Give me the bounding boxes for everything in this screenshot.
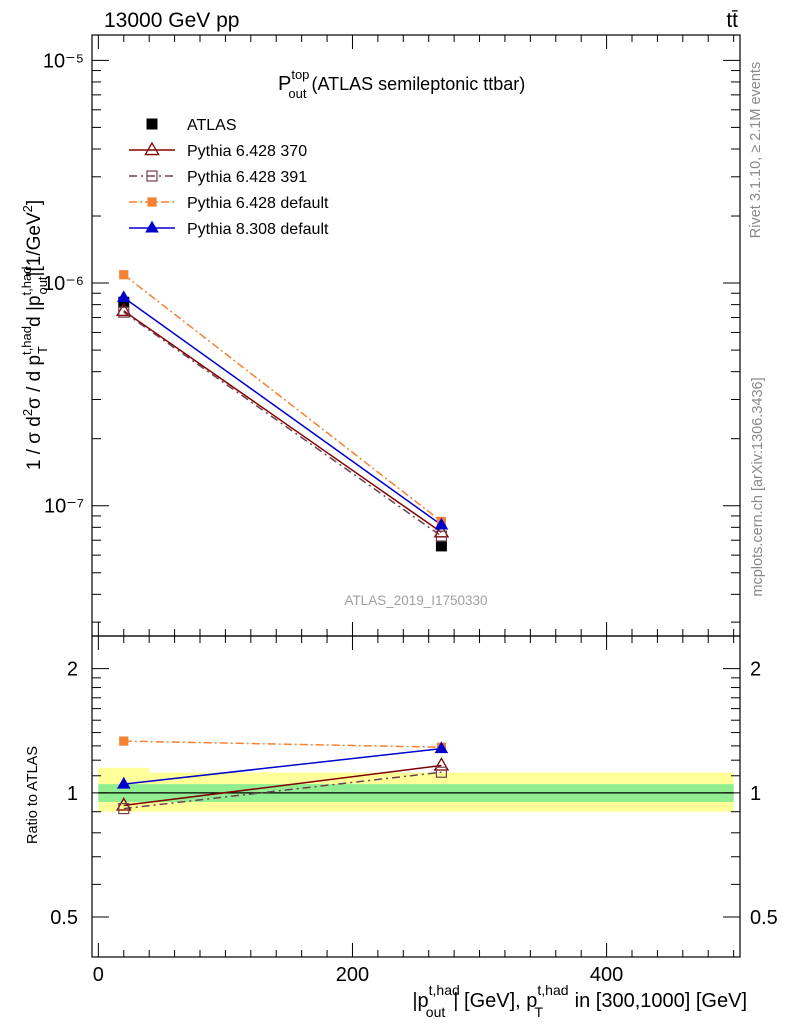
collision-energy-label: 13000 GeV pp: [104, 9, 239, 32]
legend-label-pythia-6-428-370: Pythia 6.428 370: [187, 143, 307, 160]
ratio-plot-frame: [91, 635, 741, 958]
ratio-y-axis-label: Ratio to ATLAS: [25, 746, 41, 844]
main-series-group: [115, 270, 450, 552]
legend-label-atlas: ATLAS: [187, 117, 237, 134]
main-point-pythia-8-308-default: [116, 290, 131, 303]
legend-marker-atlas: [146, 118, 158, 130]
main-y-axis-label: 1 / σ d2σ / d pt,hadT d |pt,hadout|[1/Ge…: [19, 200, 50, 470]
main-y-tick-label: 10⁻⁵: [43, 50, 84, 72]
ratio-point-pythia-8-308-default: [116, 776, 131, 789]
legend: ATLAS Pythia 6.428 370 Pythia 6.428 391 Pyt…: [129, 117, 329, 238]
main-point-pythia-6-428-391: [435, 530, 448, 542]
legend-marker-pythia-6-428-default: [147, 197, 157, 207]
x-tick-label: 400: [590, 964, 623, 986]
main-line-pythia-6-428-370: [123, 310, 442, 533]
ratio-point-pythia-6-428-391: [435, 766, 448, 778]
ratio-y-tick-label-right: 1: [750, 783, 761, 805]
legend-marker-pythia-8-308-default: [145, 220, 159, 233]
rivet-version-label: Rivet 3.1.10, ≥ 2.1M events: [748, 62, 764, 238]
main-y-tick-label: 10⁻⁷: [44, 496, 84, 518]
plot-title: Ptop out (ATLAS semileptonic ttbar): [278, 67, 525, 101]
main-point-pythia-6-428-391: [118, 306, 130, 318]
axis-ticks: 0 200 400 10⁻⁵ 10⁻⁶ 10⁻⁷ 0.5 0.5 1 1 2 2: [43, 35, 778, 986]
x-tick-label: 0: [93, 964, 104, 986]
legend-marker-pythia-6-428-391: [146, 170, 158, 182]
ratio-y-tick-label: 0.5: [50, 907, 78, 929]
legend-marker-pythia-6-428-370: [144, 141, 160, 156]
analysis-watermark: ATLAS_2019_I1750330: [344, 593, 487, 608]
legend-label-pythia-6-428-default: Pythia 6.428 default: [187, 195, 329, 212]
ratio-point-pythia-6-428-default: [119, 736, 129, 746]
mcplots-label: mcplots.cern.ch [arXiv:1306.3436]: [750, 377, 766, 596]
main-point-pythia-6-428-default: [119, 270, 129, 280]
ratio-line-pythia-8-308-default: [123, 747, 442, 785]
main-point-pythia-6-428-370: [115, 302, 132, 317]
ratio-y-tick-label: 1: [67, 783, 78, 805]
legend-label-pythia-6-428-391: Pythia 6.428 391: [187, 169, 307, 186]
ratio-point-pythia-6-428-391: [118, 802, 130, 815]
x-axis-label: |pt,had out | [GeV], pt,had T in [300,1000]…: [412, 982, 747, 1020]
ratio-y-tick-label-right: 2: [750, 659, 761, 681]
ratio-point-pythia-6-428-370: [433, 757, 450, 771]
main-point-pythia-8-308-default: [434, 517, 449, 530]
ratio-series-group: [115, 736, 450, 815]
main-y-tick-label: 10⁻⁶: [43, 273, 84, 295]
x-tick-label: 200: [336, 964, 369, 986]
ratio-point-pythia-8-308-default: [434, 741, 449, 754]
main-line-pythia-6-428-default: [123, 274, 442, 523]
legend-label-pythia-8-308-default: Pythia 8.308 default: [187, 221, 329, 238]
process-label: tt̄: [726, 9, 738, 32]
ratio-y-tick-label: 2: [67, 659, 78, 681]
ratio-y-tick-label-right: 0.5: [750, 907, 778, 929]
main-line-pythia-6-428-391: [123, 311, 442, 537]
ratio-line-pythia-6-428-370: [123, 764, 442, 807]
ratio-point-pythia-6-428-370: [115, 797, 132, 811]
main-point-atlas: [435, 540, 447, 552]
ratio-line-pythia-6-428-default: [123, 740, 442, 748]
main-point-atlas: [118, 296, 130, 308]
main-line-pythia-8-308-default: [123, 297, 442, 526]
